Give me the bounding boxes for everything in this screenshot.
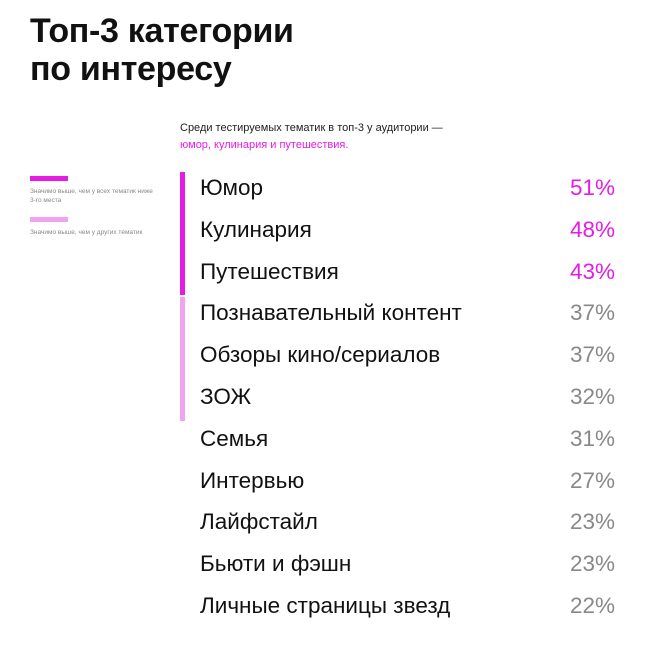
category-row: Личные страницы звезд 22%	[200, 586, 615, 626]
legend-swatch-accent	[30, 176, 68, 181]
category-value: 23%	[569, 509, 615, 535]
legend-swatch-light	[30, 217, 68, 222]
category-row: Кулинария 48%	[200, 210, 615, 250]
category-label: Путешествия	[200, 258, 339, 284]
legend-text: Значимо выше, чем у всех тематик ниже 3-…	[30, 188, 153, 204]
category-label: Семья	[200, 425, 269, 451]
category-label: Интервью	[200, 467, 305, 493]
category-row: Познавательный контент 37%	[200, 293, 615, 333]
subtitle: Среди тестируемых тематик в топ-3 у ауди…	[180, 120, 443, 154]
category-label: Познавательный контент	[200, 300, 462, 326]
category-label: Обзоры кино/сериалов	[200, 342, 441, 368]
category-label: Бьюти и фэшн	[200, 551, 352, 577]
category-value: 37%	[569, 300, 615, 326]
title-line-2: по интересу	[30, 50, 232, 88]
category-row: Интервью 27%	[200, 461, 615, 501]
category-row: Обзоры кино/сериалов 37%	[200, 335, 615, 375]
category-label: Лайфстайл	[200, 509, 318, 535]
category-value: 43%	[569, 258, 615, 284]
category-value: 32%	[569, 384, 615, 409]
category-row: Юмор 51%	[200, 168, 615, 208]
category-row: Лайфстайл 23%	[200, 502, 615, 542]
legend-item-significant-other: Значимо выше, чем у других тематик	[30, 217, 155, 238]
category-value: 23%	[569, 551, 615, 577]
category-value: 37%	[569, 342, 615, 368]
category-value: 22%	[569, 593, 615, 618]
category-label: Юмор	[200, 175, 263, 200]
category-value: 27%	[569, 467, 615, 493]
group-indicator-bar	[180, 297, 185, 421]
category-value: 51%	[569, 175, 615, 200]
legend: Значимо выше, чем у всех тематик ниже 3-…	[30, 176, 155, 250]
category-row: Бьюти и фэшн 23%	[200, 544, 615, 584]
category-row: Семья 31%	[200, 419, 615, 459]
category-label: Кулинария	[200, 216, 312, 242]
category-row: ЗОЖ 32%	[200, 377, 615, 417]
title-line-1: Топ-3 категории	[30, 12, 294, 50]
category-label: ЗОЖ	[200, 384, 252, 409]
category-value: 31%	[569, 425, 615, 451]
category-value: 48%	[569, 216, 615, 242]
subtitle-highlight: юмор, кулинария и путешествия.	[180, 139, 349, 151]
legend-text: Значимо выше, чем у других тематик	[30, 229, 143, 236]
group-indicator-bar	[180, 172, 185, 296]
page-title: Топ-3 категории по интересу	[30, 12, 294, 88]
legend-item-significant-all: Значимо выше, чем у всех тематик ниже 3-…	[30, 176, 155, 205]
subtitle-plain: Среди тестируемых тематик в топ-3 у ауди…	[180, 122, 443, 134]
category-label: Личные страницы звезд	[200, 593, 451, 618]
category-row: Путешествия 43%	[200, 252, 615, 292]
